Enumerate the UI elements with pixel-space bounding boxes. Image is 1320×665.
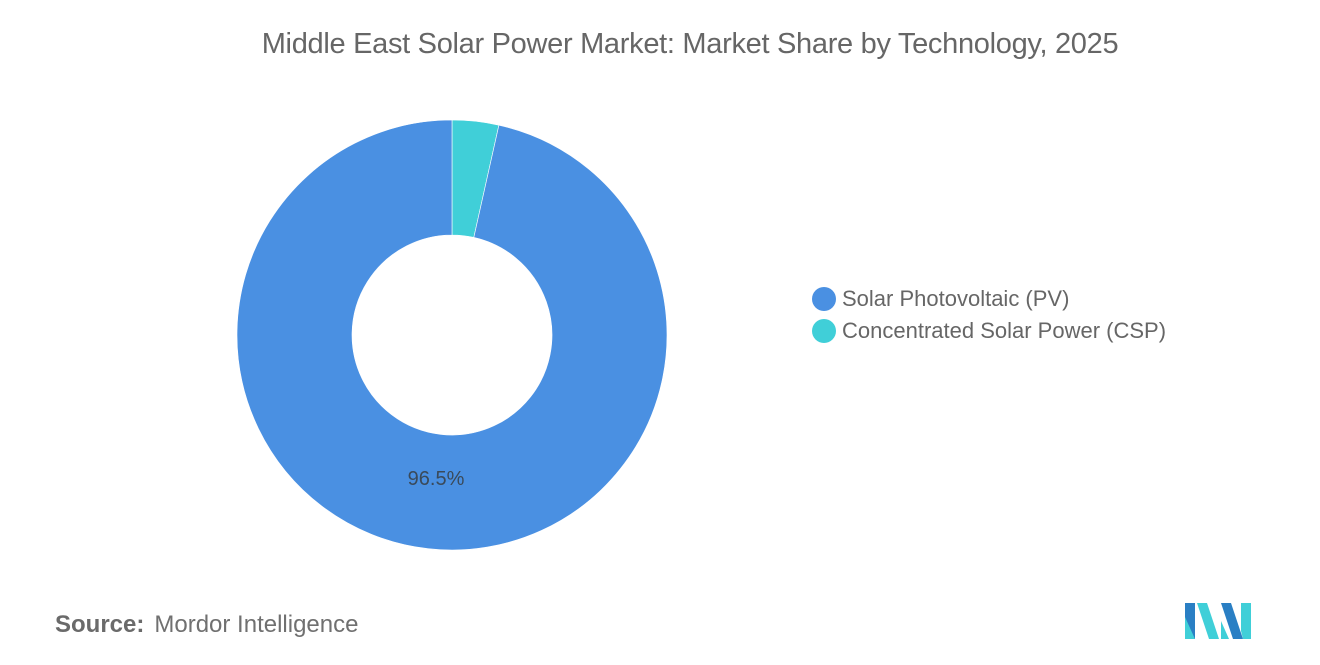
source-footer: Source: Mordor Intelligence xyxy=(55,611,358,639)
legend-label-pv: Solar Photovoltaic (PV) xyxy=(842,286,1070,311)
source-key: Source: xyxy=(55,611,145,638)
legend: Solar Photovoltaic (PV) Concentrated Sol… xyxy=(812,283,1166,347)
legend-label-csp: Concentrated Solar Power (CSP) xyxy=(842,318,1167,343)
mordor-intelligence-logo-icon xyxy=(1185,603,1251,639)
legend-swatch-csp-icon xyxy=(812,319,836,343)
legend-swatch-pv-icon xyxy=(812,287,836,311)
chart-title: Middle East Solar Power Market: Market S… xyxy=(261,28,1119,60)
slice-pv[interactable] xyxy=(236,119,668,551)
legend-item-pv[interactable]: Solar Photovoltaic (PV) xyxy=(812,283,1166,315)
source-value: Mordor Intelligence xyxy=(154,611,359,638)
slice-label-pv: 96.5% xyxy=(408,468,465,490)
legend-item-csp[interactable]: Concentrated Solar Power (CSP) xyxy=(812,315,1166,347)
donut-slices xyxy=(236,119,668,551)
